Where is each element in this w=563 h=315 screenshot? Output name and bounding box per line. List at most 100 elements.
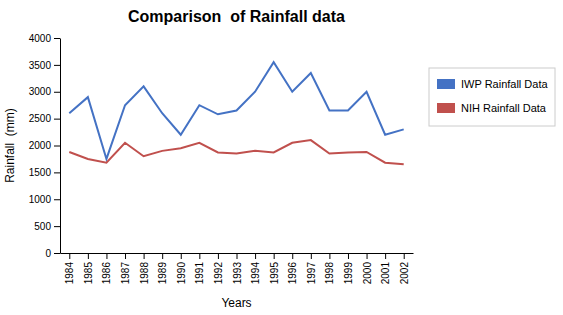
- x-tick-mark: [404, 253, 405, 259]
- y-tick: 1000: [29, 194, 60, 205]
- y-tick-label: 4000: [29, 33, 52, 44]
- y-tick-mark: [54, 146, 60, 147]
- y-tick-mark: [54, 119, 60, 120]
- x-tick-mark: [106, 253, 107, 259]
- x-tick: 1992: [213, 253, 224, 284]
- y-tick-label: 0: [45, 248, 51, 259]
- x-tick: 1996: [287, 253, 298, 284]
- x-tick-label: 1990: [176, 262, 187, 285]
- x-tick: 1989: [157, 253, 168, 284]
- y-tick-label: 3500: [29, 60, 52, 71]
- x-tick: 1984: [64, 253, 75, 284]
- x-axis: 1984 1985 1986 1987 1988 1989 1990 1991 1992 1993…: [61, 253, 414, 284]
- x-tick-label: 1997: [306, 262, 317, 285]
- x-tick: 1994: [250, 253, 261, 284]
- x-tick-mark: [69, 253, 70, 259]
- legend-swatch: [437, 79, 455, 89]
- x-tick-label: 1999: [343, 262, 354, 285]
- x-tick-label: 1992: [213, 262, 224, 285]
- series-line: [69, 140, 403, 164]
- x-tick: 1993: [232, 253, 243, 284]
- legend: IWP Rainfall Data NIH Rainfall Data: [429, 68, 555, 126]
- y-tick: 4000: [29, 33, 60, 44]
- x-tick-label: 2002: [399, 262, 410, 285]
- x-tick-label: 1985: [83, 262, 94, 285]
- x-tick-mark: [274, 253, 275, 259]
- x-tick-label: 1984: [64, 262, 75, 285]
- x-tick: 2001: [380, 253, 391, 284]
- x-tick: 1990: [176, 253, 187, 284]
- x-tick: 1987: [120, 253, 131, 284]
- y-axis-title: Rainfall (mm): [3, 108, 17, 183]
- x-tick-label: 1994: [250, 262, 261, 285]
- y-tick: 0: [45, 248, 60, 259]
- x-tick-mark: [125, 253, 126, 259]
- y-tick-mark: [54, 38, 60, 39]
- x-tick-mark: [218, 253, 219, 259]
- y-tick-label: 2500: [29, 113, 52, 124]
- x-tick-label: 1991: [194, 262, 205, 285]
- x-tick-mark: [311, 253, 312, 259]
- x-tick-mark: [292, 253, 293, 259]
- x-tick-label: 2000: [362, 262, 373, 285]
- plot-area: 1984 1985 1986 1987 1988 1989 1990 1991 1992 1993…: [29, 33, 414, 285]
- legend-label: NIH Rainfall Data: [461, 102, 547, 114]
- chart: 1984 1985 1986 1987 1988 1989 1990 1991 1992 1993…: [0, 0, 563, 315]
- y-axis: 0 500 1000 1500 2000 2500 3000 3500 4000: [29, 33, 61, 259]
- legend-frame: [429, 68, 555, 126]
- x-tick-mark: [329, 253, 330, 259]
- y-axis-line: [60, 39, 61, 254]
- series-group: [69, 62, 403, 164]
- y-tick-mark: [54, 253, 60, 254]
- x-tick: 1988: [139, 253, 150, 284]
- y-tick: 2500: [29, 113, 60, 124]
- y-tick-label: 500: [34, 221, 51, 232]
- y-tick: 3000: [29, 86, 60, 97]
- legend-item: NIH Rainfall Data: [437, 102, 547, 114]
- y-tick-mark: [54, 226, 60, 227]
- y-tick-label: 3000: [29, 86, 52, 97]
- x-tick: 1997: [306, 253, 317, 284]
- y-tick: 3500: [29, 60, 60, 71]
- series-line: [69, 62, 403, 159]
- y-tick-label: 2000: [29, 140, 52, 151]
- y-tick: 1500: [29, 167, 60, 178]
- y-tick-label: 1000: [29, 194, 52, 205]
- x-tick: 1991: [194, 253, 205, 284]
- y-tick-mark: [54, 199, 60, 200]
- x-tick: 2002: [399, 253, 410, 284]
- x-tick-mark: [255, 253, 256, 259]
- y-tick-mark: [54, 172, 60, 173]
- legend-label: IWP Rainfall Data: [461, 78, 548, 90]
- x-tick-label: 2001: [380, 262, 391, 285]
- x-tick: 1985: [83, 253, 94, 284]
- x-tick: 2000: [362, 253, 373, 284]
- title: Comparison of Rainfall data: [128, 8, 345, 25]
- legend-item: IWP Rainfall Data: [437, 78, 548, 90]
- x-tick-label: 1986: [101, 262, 112, 285]
- x-tick: 1998: [324, 253, 335, 284]
- x-tick-mark: [367, 253, 368, 259]
- x-tick-mark: [199, 253, 200, 259]
- y-tick: 500: [34, 221, 60, 232]
- x-tick-label: 1995: [269, 262, 280, 285]
- x-tick: 1995: [269, 253, 280, 284]
- x-tick-mark: [88, 253, 89, 259]
- x-tick-mark: [348, 253, 349, 259]
- y-tick-mark: [54, 65, 60, 66]
- x-tick-label: 1987: [120, 262, 131, 285]
- x-tick-label: 1993: [232, 262, 243, 285]
- x-tick-mark: [144, 253, 145, 259]
- x-tick-mark: [162, 253, 163, 259]
- x-tick: 1999: [343, 253, 354, 284]
- x-tick-label: 1998: [324, 262, 335, 285]
- x-tick-label: 1989: [157, 262, 168, 285]
- y-tick: 2000: [29, 140, 60, 151]
- x-tick: 1986: [101, 253, 112, 284]
- x-tick-mark: [237, 253, 238, 259]
- legend-swatch: [437, 103, 455, 113]
- x-tick-mark: [181, 253, 182, 259]
- x-axis-title: Years: [221, 296, 251, 310]
- y-tick-mark: [54, 92, 60, 93]
- x-tick-label: 1996: [287, 262, 298, 285]
